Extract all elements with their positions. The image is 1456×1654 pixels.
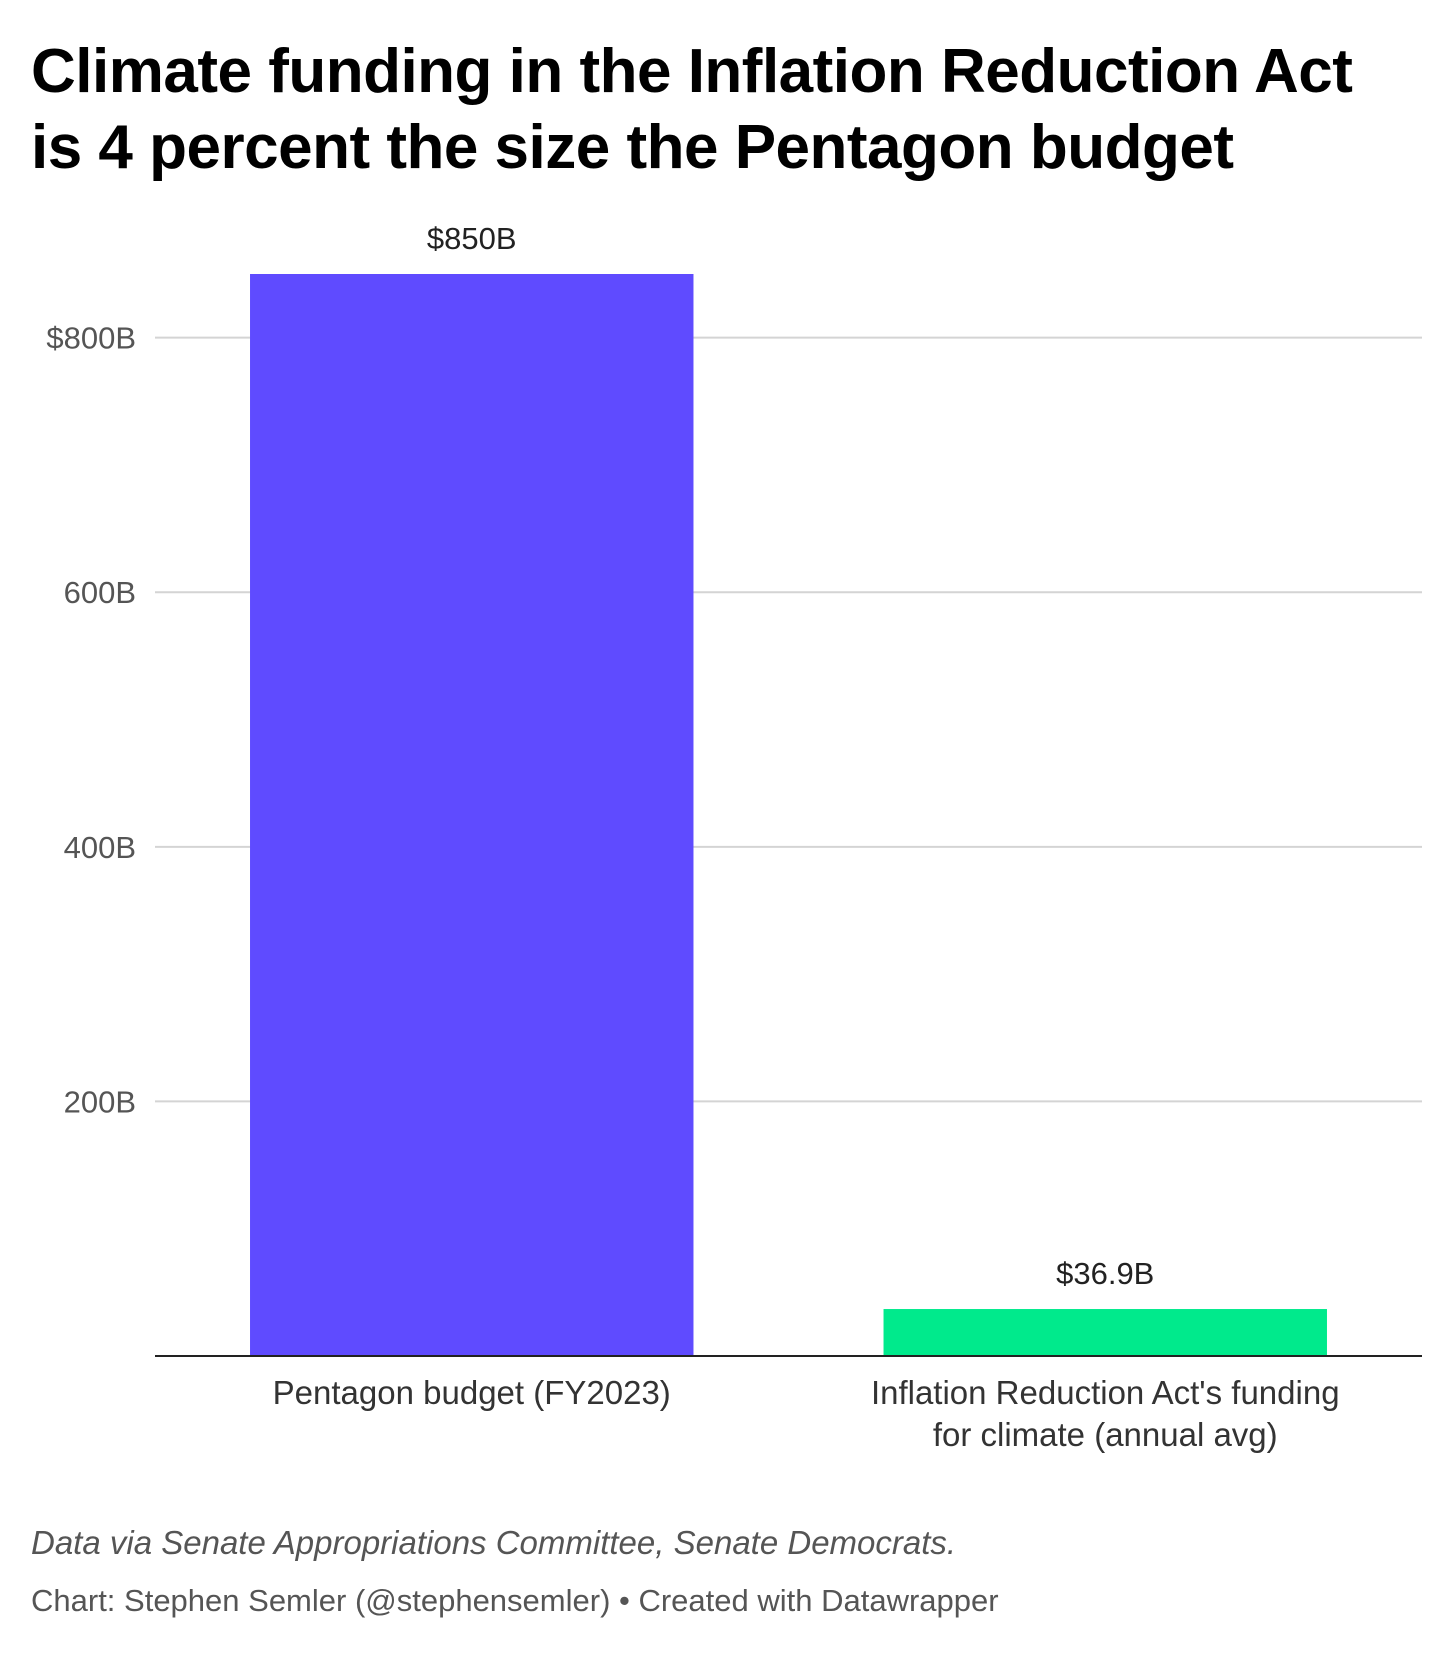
value-label-1: $36.9B — [1056, 1256, 1154, 1291]
x-axis-category-labels: Pentagon budget (FY2023) Inflation Reduct… — [273, 1374, 1340, 1453]
y-tick-label-1: 400B — [64, 830, 136, 865]
value-label-0: $850B — [427, 221, 517, 256]
bar-0 — [250, 274, 694, 1356]
value-labels: $850B $36.9B — [427, 221, 1154, 1291]
category-label-1-line-0: Inflation Reduction Act's funding — [871, 1374, 1340, 1411]
y-tick-label-2: 600B — [64, 575, 136, 610]
y-tick-label-3: $800B — [46, 321, 136, 356]
chart-title-line-2: is 4 percent the size the Pentagon budge… — [31, 113, 1234, 182]
chart-title-line-1: Climate funding in the Inflation Reducti… — [31, 37, 1353, 106]
chart-title: Climate funding in the Inflation Reducti… — [31, 34, 1431, 186]
bar-chart: 200B 400B 600B $800B $850B $36.9B Pentagon b… — [46, 221, 1422, 1453]
source-note: Data via Senate Appropriations Committee… — [31, 1524, 957, 1561]
category-label-0-line-0: Pentagon budget (FY2023) — [273, 1374, 671, 1411]
y-axis-ticks: 200B 400B 600B $800B — [46, 321, 136, 1120]
category-label-0: Pentagon budget (FY2023) — [273, 1374, 671, 1411]
bars — [250, 274, 1327, 1356]
category-label-1: Inflation Reduction Act's funding for cli… — [871, 1374, 1340, 1453]
chart-credit: Chart: Stephen Semler (@stephensemler) •… — [31, 1583, 999, 1618]
y-tick-label-0: 200B — [64, 1084, 136, 1119]
bar-1 — [883, 1309, 1327, 1356]
category-label-1-line-1: for climate (annual avg) — [933, 1416, 1278, 1453]
